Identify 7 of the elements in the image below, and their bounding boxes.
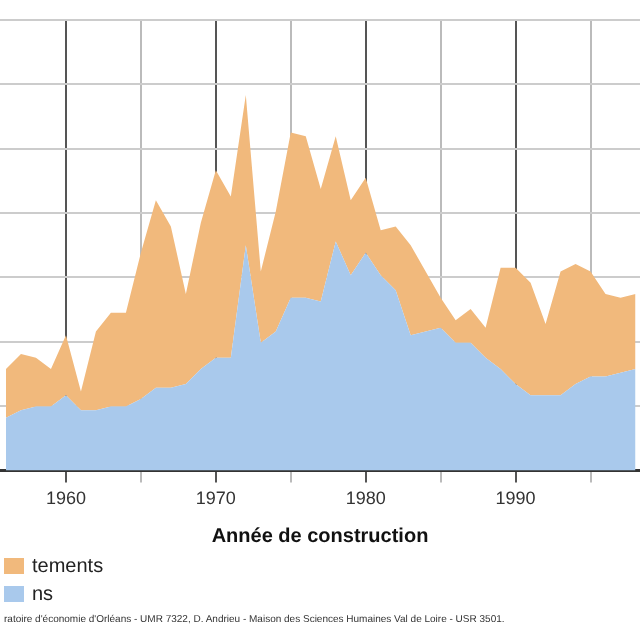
legend-label: tements bbox=[32, 555, 104, 577]
x-axis-title: Année de construction bbox=[211, 525, 429, 548]
x-tick-label: 1970 bbox=[195, 488, 236, 509]
legend-label: ns bbox=[32, 583, 54, 605]
x-tick-label: 1980 bbox=[345, 488, 386, 509]
x-tick-label: 1960 bbox=[45, 488, 86, 509]
x-tick-label: 1990 bbox=[495, 488, 536, 509]
